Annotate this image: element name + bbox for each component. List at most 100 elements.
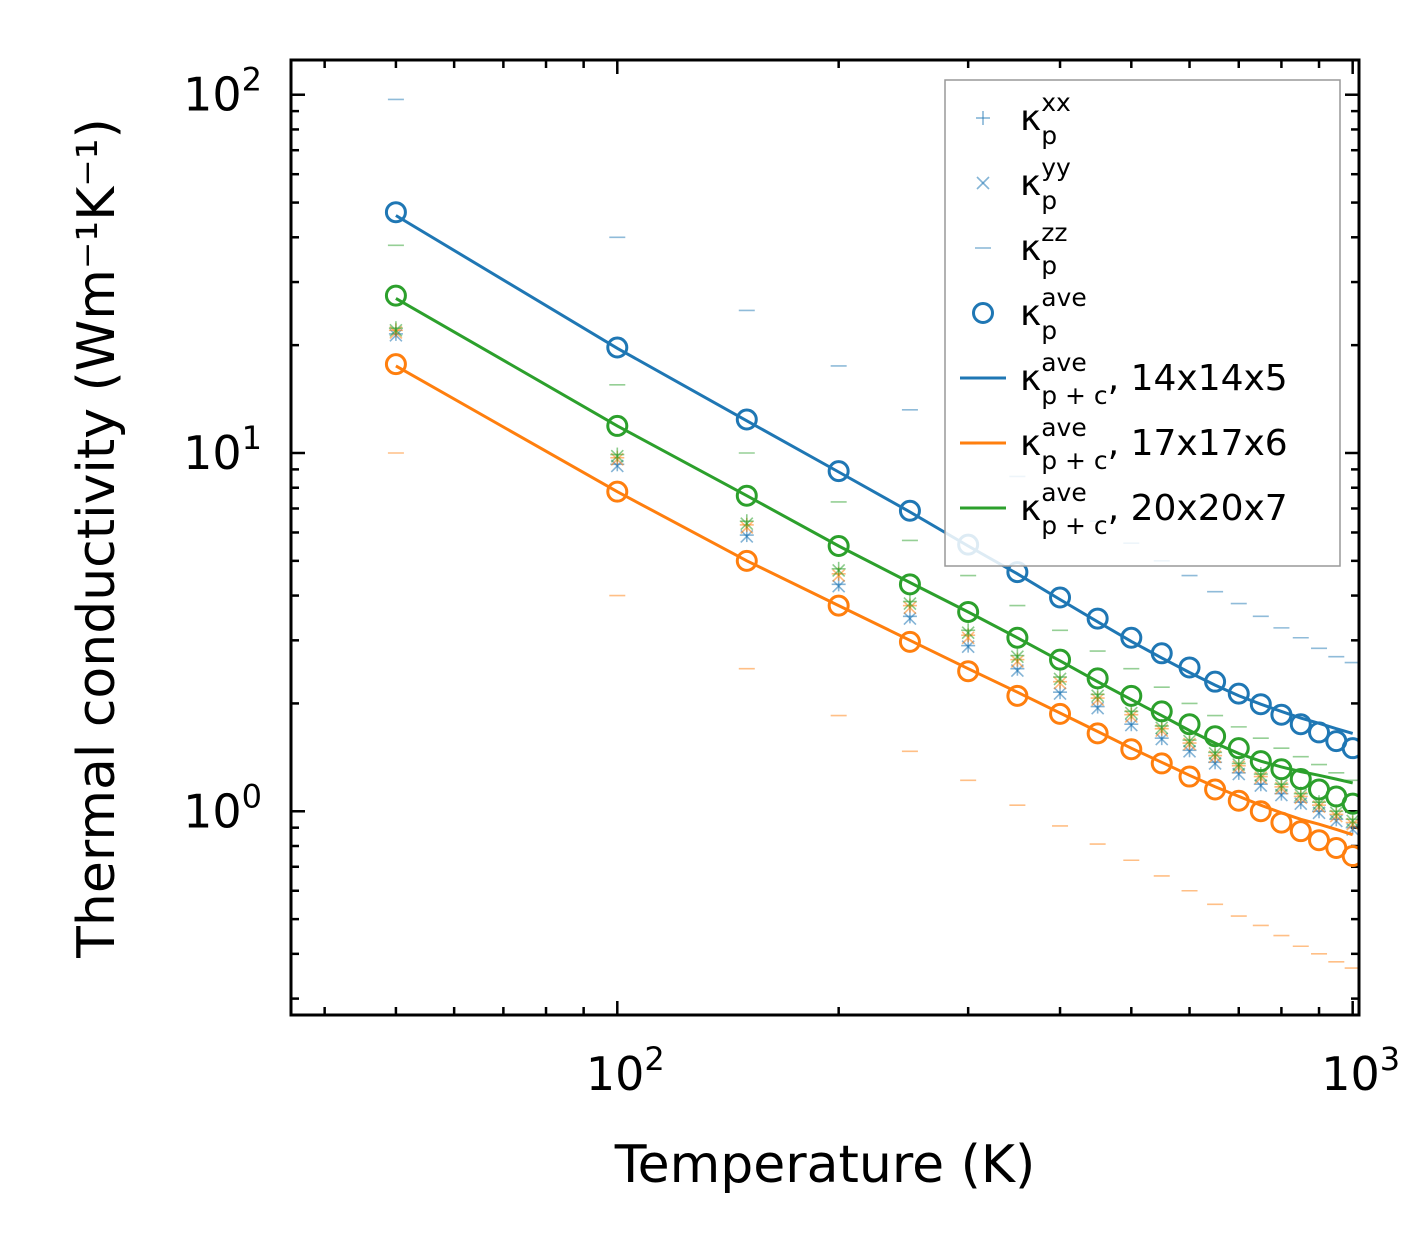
cross-b — [610, 449, 624, 463]
kappa-ave-point — [1270, 758, 1293, 781]
legend-label: κave p + c, 17x17x6 — [1020, 413, 1288, 475]
kappa-ave-point — [898, 573, 921, 596]
kappa-ave-point — [1178, 765, 1201, 788]
cross-b — [1053, 687, 1067, 701]
legend-symbol: κ — [1020, 423, 1041, 464]
kappa-ave-point — [1049, 702, 1072, 725]
cross-b — [740, 517, 754, 531]
legend-superscript: ave — [1041, 348, 1087, 377]
kappa-yy-point — [1010, 664, 1024, 678]
legend-marker-plus — [976, 111, 990, 125]
legend-superscript: ave — [1041, 283, 1087, 312]
y-tick-label: 101 — [183, 419, 262, 480]
kappa-ave-point — [1270, 703, 1293, 726]
cross-b — [610, 459, 624, 473]
kappa-yy-point — [389, 323, 403, 337]
kappa-yy-point — [961, 631, 975, 645]
kappa-ave-point — [1204, 725, 1227, 748]
tick-label-base: 10 — [183, 426, 242, 480]
kappa-ave-point — [1178, 713, 1201, 736]
kappa-ave-point — [1178, 656, 1201, 679]
legend-entry: κave p + c, 20x20x7 — [960, 478, 1288, 540]
legend-symbol: κ — [1020, 358, 1041, 399]
kappa-ave-point — [1086, 607, 1109, 630]
kappa-xx-point — [1053, 670, 1068, 685]
legend-subscript: p + c — [1041, 511, 1107, 540]
kappa-ave-point — [1120, 684, 1143, 707]
cross-b — [1182, 734, 1197, 748]
kappa-ave-point — [1086, 722, 1109, 745]
legend-symbol: κ — [1020, 163, 1041, 204]
kappa-yy-point — [1312, 806, 1326, 820]
x-tick-label: 103 — [1321, 1040, 1400, 1101]
kappa-ave-point — [1227, 682, 1250, 705]
kappa-xx-point — [961, 623, 976, 638]
plot-frame — [289, 58, 1361, 1017]
legend-label: κave p — [1020, 283, 1087, 345]
legend-label: κxx p — [1020, 88, 1071, 150]
kappa-ave-point — [898, 499, 921, 522]
kappa-ave-point — [1341, 792, 1359, 815]
cross-b — [1010, 664, 1024, 678]
kappa-yy-point — [610, 449, 624, 463]
kappa-ave-point — [1289, 713, 1312, 736]
kappa-xx-point — [388, 321, 403, 336]
kappa-ave-point — [1308, 721, 1331, 744]
legend-superscript: yy — [1041, 153, 1071, 182]
kappa-ave-point — [1120, 738, 1143, 761]
kappa-ave-point — [1204, 670, 1227, 693]
legend-symbol: κ — [1020, 293, 1041, 334]
kappa-ave-point — [1249, 750, 1272, 773]
kappa-yy-point — [1208, 756, 1222, 770]
tick-label-exponent: 0 — [242, 777, 262, 815]
kappa-xx-point — [831, 561, 846, 576]
tick-label-exponent: 1 — [242, 419, 262, 457]
tick-label-exponent: 2 — [644, 1040, 664, 1078]
kappa-ave-point — [606, 480, 629, 503]
kappa-ave-point — [1227, 737, 1250, 760]
legend-suffix: , 14x14x5 — [1108, 358, 1288, 399]
cross-b — [832, 579, 846, 593]
kappa-ave-point — [735, 408, 758, 431]
cross-b — [1010, 650, 1024, 664]
cross-b — [1312, 806, 1326, 820]
kappa-ave-point — [1341, 845, 1359, 868]
kappa-yy-point — [1346, 814, 1359, 828]
kappa-ave-point — [1006, 626, 1029, 649]
legend-entry: κxx p — [976, 88, 1071, 150]
cross-b — [1053, 672, 1067, 686]
kappa-ave-point — [827, 535, 850, 558]
legend-suffix: , 17x17x6 — [1108, 423, 1288, 464]
legend-subscript: p + c — [1041, 446, 1107, 475]
cross-b — [1124, 706, 1138, 720]
kappa-yy-point — [740, 517, 754, 531]
kappa-ave-point — [957, 660, 980, 683]
cross-b — [1274, 788, 1288, 802]
kappa-xx-point — [739, 514, 754, 529]
x-axis-label: Temperature (K) — [614, 1135, 1036, 1195]
fit-line-14x14x5 — [395, 214, 1354, 735]
legend-subscript: p — [1041, 251, 1057, 280]
legend-marker-circle — [972, 302, 994, 324]
kappa-ave-point — [1150, 642, 1173, 665]
kappa-ave-point — [384, 284, 407, 307]
kappa-ave-point — [1049, 648, 1072, 671]
series-ave-20x20x7 — [384, 284, 1359, 815]
fit-line-17x17x6 — [395, 364, 1354, 837]
kappa-ave-point — [1204, 778, 1227, 801]
legend-subscript: p — [1041, 186, 1057, 215]
kappa-ave-point — [735, 549, 758, 572]
kappa-ave-point — [1227, 789, 1250, 812]
cross-b — [1346, 814, 1359, 828]
kappa-ave-point — [827, 460, 850, 483]
cross-b — [389, 323, 403, 337]
kappa-yy-point — [1053, 687, 1067, 701]
cross-b — [961, 626, 975, 640]
kappa-yy-point — [832, 563, 846, 578]
legend-label: κyy p — [1020, 153, 1071, 215]
cross-b — [1155, 721, 1169, 735]
kappa-ave-point — [384, 353, 407, 376]
